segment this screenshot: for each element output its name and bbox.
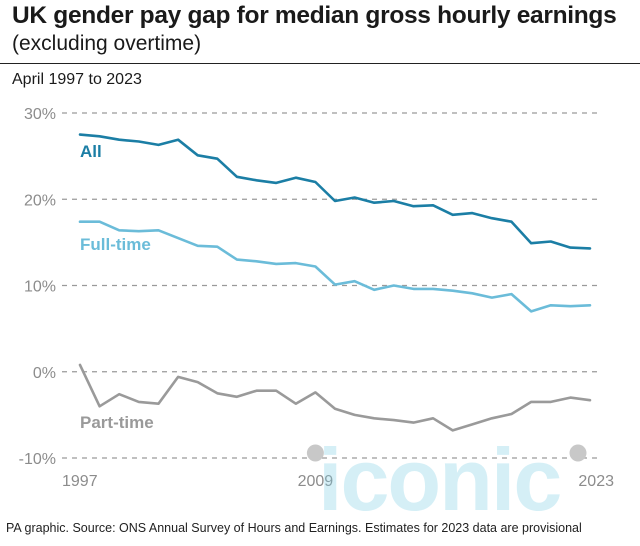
source-footer: PA graphic. Source: ONS Annual Survey of… [6,521,582,535]
watermark-text: iconic [318,430,562,529]
y-tick-label: 0% [33,365,56,382]
series-label-full-time: Full-time [80,235,151,254]
year-marker-dot [569,444,587,462]
series-labels: All Full-time Part-time [80,142,154,432]
y-tick-label: 20% [24,192,56,209]
series-line-full-time [78,220,592,313]
y-tick-label: 30% [24,106,56,123]
series-lines [78,133,592,432]
series-line-part-time [78,363,592,432]
y-axis-ticks: 30% 20% 10% 0% -10% [19,106,56,468]
x-axis-ticks: 1997 2009 2023 [62,473,614,490]
x-tick-label: 1997 [62,473,98,490]
title-divider [0,63,640,64]
series-label-all: All [80,142,102,161]
series-label-part-time: Part-time [80,413,154,432]
y-tick-label: -10% [19,451,56,468]
chart-subtitle: (excluding overtime) [12,32,202,55]
period-label: April 1997 to 2023 [12,71,142,88]
y-tick-label: 10% [24,279,56,296]
x-tick-label: 2009 [298,473,334,490]
chart-title: UK gender pay gap for median gross hourl… [12,2,617,29]
year-markers [306,444,587,462]
iconic-watermark: iconic [318,436,638,546]
series-line-all [78,133,592,250]
x-tick-label: 2023 [578,473,614,490]
year-marker-dot [306,444,324,462]
